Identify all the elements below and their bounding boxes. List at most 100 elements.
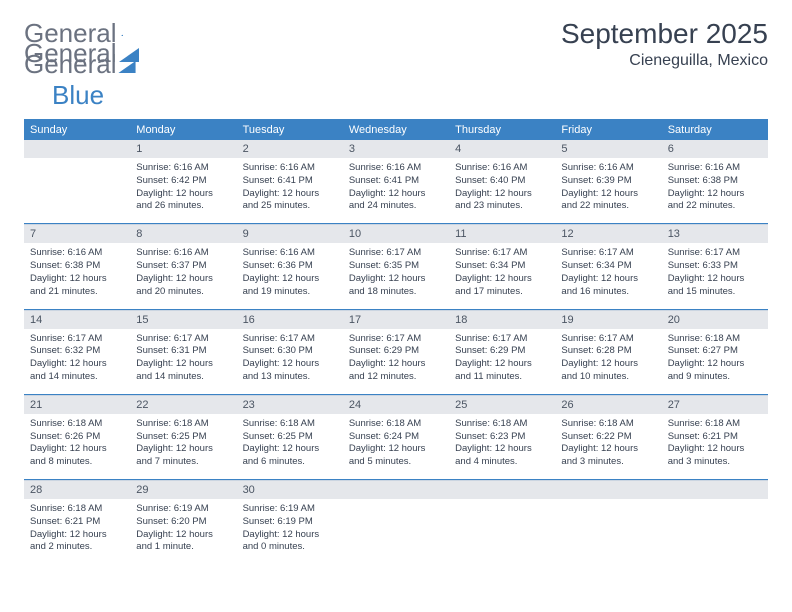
daylight-text-2: and 24 minutes. xyxy=(349,200,443,213)
daylight-text-2: and 0 minutes. xyxy=(243,541,337,554)
day-number xyxy=(555,481,661,500)
sunrise-text: Sunrise: 6:17 AM xyxy=(349,247,443,260)
daylight-text-1: Daylight: 12 hours xyxy=(30,358,124,371)
sunset-text: Sunset: 6:22 PM xyxy=(561,431,655,444)
sunset-text: Sunset: 6:37 PM xyxy=(136,260,230,273)
day-number: 29 xyxy=(130,481,236,500)
daylight-text-1: Daylight: 12 hours xyxy=(668,188,762,201)
daylight-text-1: Daylight: 12 hours xyxy=(349,443,443,456)
day-number: 28 xyxy=(24,481,130,500)
sunset-text: Sunset: 6:34 PM xyxy=(561,260,655,273)
day-cell: Sunrise: 6:18 AMSunset: 6:25 PMDaylight:… xyxy=(237,414,343,480)
day-number: 16 xyxy=(237,310,343,329)
day-number: 14 xyxy=(24,310,130,329)
day-number: 25 xyxy=(449,395,555,414)
daylight-text-2: and 25 minutes. xyxy=(243,200,337,213)
daylight-text-2: and 1 minute. xyxy=(136,541,230,554)
day-number: 27 xyxy=(662,395,768,414)
sunset-text: Sunset: 6:35 PM xyxy=(349,260,443,273)
sunrise-text: Sunrise: 6:17 AM xyxy=(561,333,655,346)
daylight-text-1: Daylight: 12 hours xyxy=(243,443,337,456)
daylight-text-2: and 9 minutes. xyxy=(668,371,762,384)
sunset-text: Sunset: 6:19 PM xyxy=(243,516,337,529)
sunset-text: Sunset: 6:21 PM xyxy=(30,516,124,529)
dow-thu: Thursday xyxy=(449,120,555,141)
daylight-text-2: and 8 minutes. xyxy=(30,456,124,469)
sunrise-text: Sunrise: 6:17 AM xyxy=(243,333,337,346)
sunrise-text: Sunrise: 6:18 AM xyxy=(30,418,124,431)
day-cell: Sunrise: 6:17 AMSunset: 6:31 PMDaylight:… xyxy=(130,329,236,395)
sunrise-text: Sunrise: 6:18 AM xyxy=(136,418,230,431)
daylight-text-2: and 2 minutes. xyxy=(30,541,124,554)
sunrise-text: Sunrise: 6:16 AM xyxy=(243,162,337,175)
daylight-text-2: and 3 minutes. xyxy=(668,456,762,469)
daylight-text-1: Daylight: 12 hours xyxy=(30,443,124,456)
daynum-row: 78910111213 xyxy=(24,225,768,244)
sunrise-text: Sunrise: 6:18 AM xyxy=(30,503,124,516)
sunset-text: Sunset: 6:21 PM xyxy=(668,431,762,444)
day-cell: Sunrise: 6:17 AMSunset: 6:35 PMDaylight:… xyxy=(343,243,449,309)
day-cell: Sunrise: 6:17 AMSunset: 6:33 PMDaylight:… xyxy=(662,243,768,309)
daylight-text-1: Daylight: 12 hours xyxy=(668,443,762,456)
daylight-text-1: Daylight: 12 hours xyxy=(349,188,443,201)
day-number: 15 xyxy=(130,310,236,329)
sunrise-text: Sunrise: 6:18 AM xyxy=(668,418,762,431)
day-number: 26 xyxy=(555,395,661,414)
sunrise-text: Sunrise: 6:18 AM xyxy=(243,418,337,431)
day-cell: Sunrise: 6:16 AMSunset: 6:36 PMDaylight:… xyxy=(237,243,343,309)
day-cell: Sunrise: 6:19 AMSunset: 6:19 PMDaylight:… xyxy=(237,499,343,564)
daylight-text-1: Daylight: 12 hours xyxy=(455,188,549,201)
daynum-row: 123456 xyxy=(24,140,768,158)
daylight-text-1: Daylight: 12 hours xyxy=(561,358,655,371)
day-number: 23 xyxy=(237,395,343,414)
day-cell: Sunrise: 6:17 AMSunset: 6:29 PMDaylight:… xyxy=(449,329,555,395)
day-number: 17 xyxy=(343,310,449,329)
day-cell: Sunrise: 6:17 AMSunset: 6:29 PMDaylight:… xyxy=(343,329,449,395)
dow-row: Sunday Monday Tuesday Wednesday Thursday… xyxy=(24,120,768,141)
sunrise-text: Sunrise: 6:16 AM xyxy=(668,162,762,175)
sunrise-text: Sunrise: 6:17 AM xyxy=(668,247,762,260)
daylight-text-1: Daylight: 12 hours xyxy=(136,529,230,542)
content-row: Sunrise: 6:17 AMSunset: 6:32 PMDaylight:… xyxy=(24,329,768,395)
day-cell: Sunrise: 6:17 AMSunset: 6:32 PMDaylight:… xyxy=(24,329,130,395)
daylight-text-2: and 26 minutes. xyxy=(136,200,230,213)
sunrise-text: Sunrise: 6:19 AM xyxy=(136,503,230,516)
sunset-text: Sunset: 6:28 PM xyxy=(561,345,655,358)
day-cell: Sunrise: 6:16 AMSunset: 6:41 PMDaylight:… xyxy=(237,158,343,224)
daynum-row: 282930 xyxy=(24,481,768,500)
day-number xyxy=(662,481,768,500)
day-number xyxy=(24,140,130,158)
daylight-text-2: and 17 minutes. xyxy=(455,286,549,299)
sunset-text: Sunset: 6:41 PM xyxy=(243,175,337,188)
sunrise-text: Sunrise: 6:18 AM xyxy=(349,418,443,431)
sunset-text: Sunset: 6:25 PM xyxy=(136,431,230,444)
day-number: 20 xyxy=(662,310,768,329)
content-row: Sunrise: 6:16 AMSunset: 6:42 PMDaylight:… xyxy=(24,158,768,224)
sunrise-text: Sunrise: 6:16 AM xyxy=(136,162,230,175)
sunset-text: Sunset: 6:32 PM xyxy=(30,345,124,358)
sunrise-text: Sunrise: 6:18 AM xyxy=(561,418,655,431)
day-cell: Sunrise: 6:17 AMSunset: 6:30 PMDaylight:… xyxy=(237,329,343,395)
sunset-text: Sunset: 6:38 PM xyxy=(30,260,124,273)
day-cell: Sunrise: 6:17 AMSunset: 6:34 PMDaylight:… xyxy=(449,243,555,309)
dow-sat: Saturday xyxy=(662,120,768,141)
daylight-text-1: Daylight: 12 hours xyxy=(243,529,337,542)
day-cell: Sunrise: 6:16 AMSunset: 6:38 PMDaylight:… xyxy=(24,243,130,309)
day-cell: Sunrise: 6:18 AMSunset: 6:23 PMDaylight:… xyxy=(449,414,555,480)
sunset-text: Sunset: 6:25 PM xyxy=(243,431,337,444)
sunrise-text: Sunrise: 6:17 AM xyxy=(455,247,549,260)
daylight-text-2: and 20 minutes. xyxy=(136,286,230,299)
day-number: 4 xyxy=(449,140,555,158)
sunset-text: Sunset: 6:39 PM xyxy=(561,175,655,188)
daylight-text-1: Daylight: 12 hours xyxy=(349,358,443,371)
sunset-text: Sunset: 6:29 PM xyxy=(349,345,443,358)
dow-fri: Friday xyxy=(555,120,661,141)
day-number: 5 xyxy=(555,140,661,158)
daylight-text-2: and 12 minutes. xyxy=(349,371,443,384)
daylight-text-2: and 11 minutes. xyxy=(455,371,549,384)
sunrise-text: Sunrise: 6:16 AM xyxy=(243,247,337,260)
day-number: 18 xyxy=(449,310,555,329)
daylight-text-1: Daylight: 12 hours xyxy=(561,188,655,201)
day-cell: Sunrise: 6:18 AMSunset: 6:25 PMDaylight:… xyxy=(130,414,236,480)
daylight-text-2: and 10 minutes. xyxy=(561,371,655,384)
